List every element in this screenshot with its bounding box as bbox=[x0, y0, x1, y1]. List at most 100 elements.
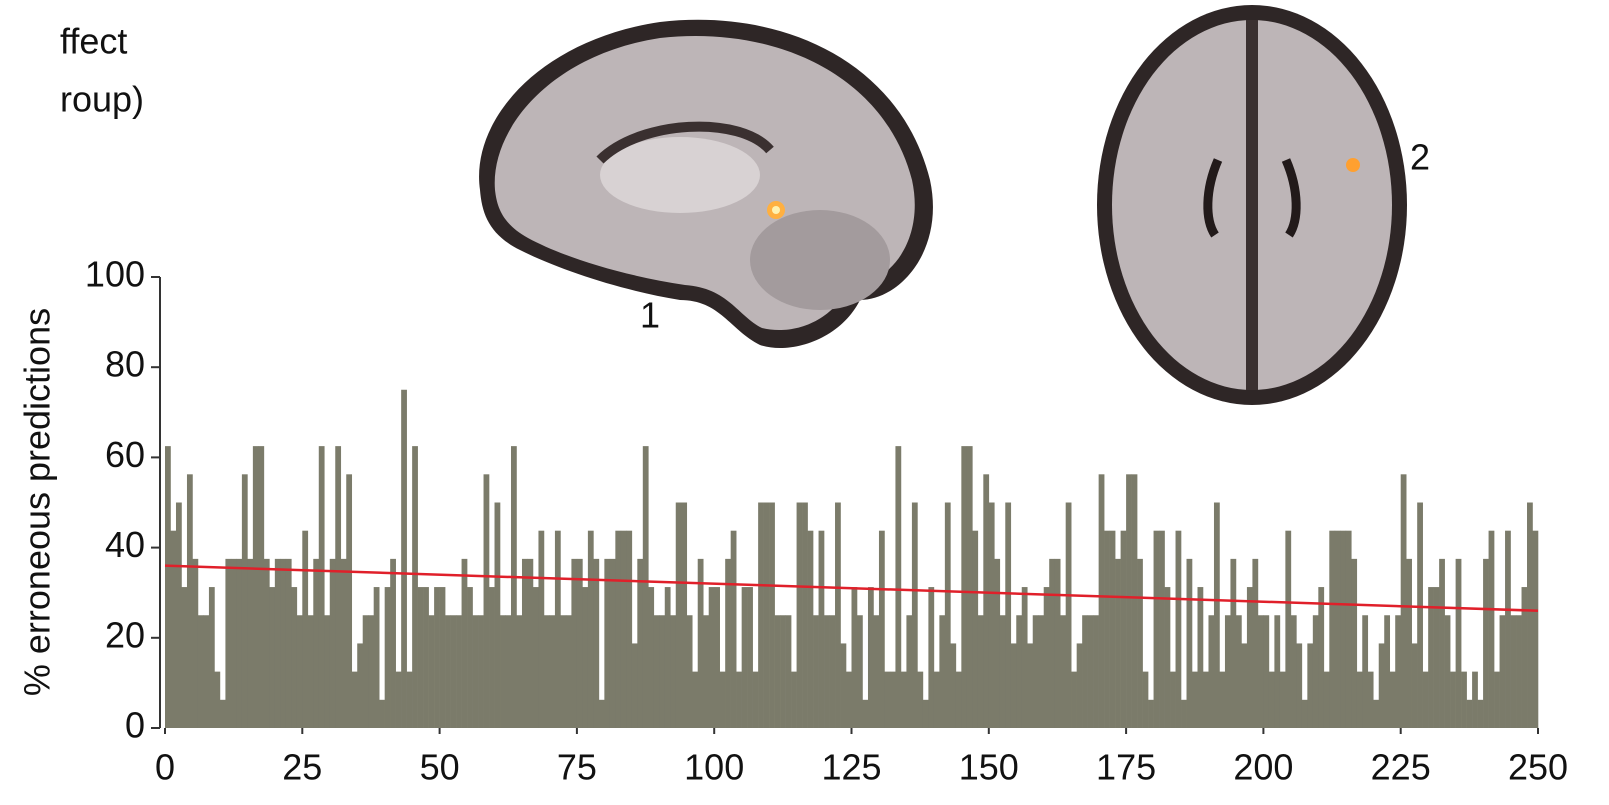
bar bbox=[1417, 503, 1423, 729]
bar bbox=[1373, 700, 1379, 728]
bar bbox=[275, 559, 281, 728]
bar bbox=[1197, 587, 1203, 728]
bar bbox=[758, 503, 764, 729]
bar bbox=[994, 559, 1000, 728]
bar bbox=[643, 446, 649, 728]
bar bbox=[868, 587, 874, 728]
bar bbox=[895, 446, 901, 728]
bar bbox=[1285, 531, 1291, 728]
bar bbox=[253, 446, 259, 728]
bar bbox=[780, 615, 786, 728]
bar bbox=[1137, 559, 1143, 728]
bar bbox=[1511, 615, 1517, 728]
bar bbox=[1143, 672, 1149, 728]
bar bbox=[423, 587, 429, 728]
bar bbox=[731, 531, 737, 728]
bar bbox=[1170, 672, 1176, 728]
bar bbox=[1461, 672, 1467, 728]
bar bbox=[170, 531, 176, 728]
bar bbox=[1225, 615, 1231, 728]
bar bbox=[1357, 672, 1363, 728]
bar bbox=[972, 531, 978, 728]
bar bbox=[401, 390, 407, 728]
bar bbox=[747, 587, 753, 728]
bar bbox=[506, 615, 512, 728]
bar bbox=[1522, 587, 1528, 728]
bar bbox=[857, 615, 863, 728]
bar bbox=[1027, 643, 1033, 728]
y-axis-label: % erroneous predictions bbox=[17, 308, 58, 696]
bar bbox=[280, 559, 286, 728]
bar bbox=[181, 587, 187, 728]
bar bbox=[390, 559, 396, 728]
bar bbox=[588, 531, 594, 728]
bar bbox=[1269, 672, 1275, 728]
bar bbox=[1121, 531, 1127, 728]
bar bbox=[538, 531, 544, 728]
bar bbox=[418, 587, 424, 728]
bar bbox=[308, 615, 314, 728]
bar bbox=[808, 531, 814, 728]
bar bbox=[1439, 559, 1445, 728]
bar bbox=[214, 672, 220, 728]
bar bbox=[1379, 643, 1385, 728]
bar bbox=[533, 587, 539, 728]
bar bbox=[676, 503, 682, 729]
bar bbox=[582, 587, 588, 728]
bar bbox=[753, 672, 759, 728]
bar bbox=[209, 587, 215, 728]
bar bbox=[961, 446, 967, 728]
bar bbox=[906, 615, 912, 728]
bar bbox=[720, 672, 726, 728]
bar bbox=[791, 672, 797, 728]
bar bbox=[1346, 531, 1352, 728]
bar bbox=[687, 615, 693, 728]
y-tick-label: 40 bbox=[105, 524, 145, 565]
bar bbox=[610, 559, 616, 728]
bar bbox=[1230, 559, 1236, 728]
bar bbox=[593, 559, 599, 728]
bar bbox=[1307, 643, 1313, 728]
bar bbox=[297, 615, 303, 728]
bar bbox=[775, 615, 781, 728]
bar bbox=[736, 672, 742, 728]
bar bbox=[379, 700, 385, 728]
x-tick-label: 50 bbox=[420, 747, 460, 788]
bar bbox=[632, 643, 638, 728]
bar bbox=[621, 531, 627, 728]
bar bbox=[917, 672, 923, 728]
bar bbox=[1445, 615, 1451, 728]
bar bbox=[862, 700, 868, 728]
chart: ffect roup) 1 2 % erroneous predictions … bbox=[0, 0, 1609, 805]
bar bbox=[495, 503, 501, 729]
bar bbox=[478, 615, 484, 728]
bar bbox=[1093, 615, 1099, 728]
y-tick-label: 80 bbox=[105, 344, 145, 385]
bar bbox=[1296, 643, 1302, 728]
bar bbox=[1104, 531, 1110, 728]
bar bbox=[879, 531, 885, 728]
bar bbox=[451, 615, 457, 728]
bar bbox=[1088, 615, 1094, 728]
bar bbox=[1082, 615, 1088, 728]
bar bbox=[786, 615, 792, 728]
bar bbox=[956, 672, 962, 728]
bar bbox=[467, 587, 473, 728]
annotation: ffect bbox=[60, 21, 127, 62]
bar bbox=[555, 531, 561, 728]
bar bbox=[1165, 587, 1171, 728]
bar bbox=[335, 446, 341, 728]
bar bbox=[1291, 615, 1297, 728]
bar bbox=[396, 672, 402, 728]
bar bbox=[742, 587, 748, 728]
bar bbox=[934, 672, 940, 728]
bar bbox=[516, 615, 522, 728]
bar bbox=[841, 643, 847, 728]
bar bbox=[1077, 643, 1083, 728]
bar bbox=[1219, 672, 1225, 728]
bar bbox=[1324, 672, 1330, 728]
bar bbox=[692, 672, 698, 728]
bar bbox=[407, 672, 413, 728]
bar bbox=[445, 615, 451, 728]
bar bbox=[1241, 643, 1247, 728]
